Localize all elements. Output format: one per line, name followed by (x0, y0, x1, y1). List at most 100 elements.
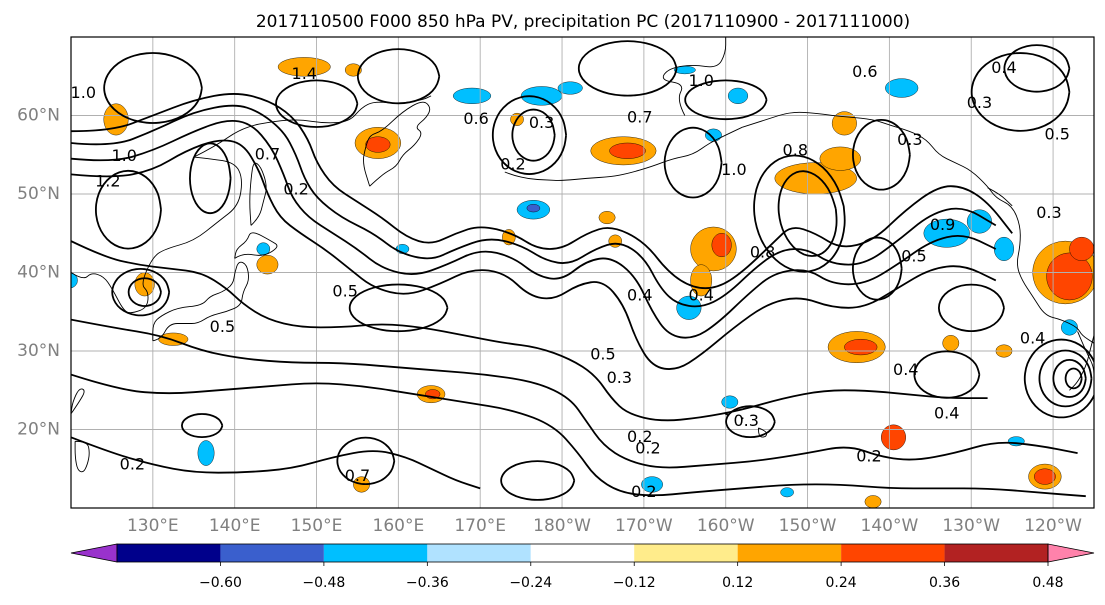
lon-tick-label: 180°W (533, 516, 591, 536)
contour-label: 0.5 (1044, 125, 1069, 144)
contour-label: 0.4 (893, 360, 918, 379)
contour-label: 0.3 (967, 93, 992, 112)
contour-label: 1.4 (292, 64, 317, 83)
colorbar-segment (634, 544, 738, 562)
pv-contour-line (500, 460, 576, 501)
contour-label: 0.4 (688, 286, 713, 305)
contour-label: 0.2 (627, 427, 652, 446)
pv-contour-line (852, 236, 903, 301)
lon-tick-label: 150°W (779, 516, 837, 536)
precip-shade-blue (71, 272, 78, 289)
pv-contour-line (1052, 358, 1087, 398)
contour-label: 0.6 (463, 109, 488, 128)
lon-tick-label: 140°W (861, 516, 919, 536)
coastline (758, 427, 768, 438)
precip-shade-blue (1061, 319, 1078, 336)
colorbar-tick-label: 0.36 (929, 575, 960, 591)
colorbar-frame (116, 543, 1049, 563)
precip-shade-blue (452, 87, 492, 104)
pv-contour-line (71, 104, 997, 308)
precip-shade-orange (608, 234, 622, 248)
precip-shade-orange (256, 255, 279, 275)
lat-tick-label: 40°N (17, 263, 60, 283)
precip-shade-orange (819, 146, 861, 171)
coastline (249, 162, 267, 226)
pv-contour-line (777, 170, 838, 257)
precip-shade-blue (721, 395, 739, 409)
contour-label: 1.0 (688, 71, 713, 90)
lon-tick-label: 160°E (373, 516, 425, 536)
lon-tick-label: 140°E (209, 516, 261, 536)
precip-shade-orange (864, 495, 882, 508)
contour-label: 1.2 (95, 172, 120, 191)
pv-contour-line (577, 40, 678, 97)
colorbar-segment (117, 544, 221, 562)
contour-label: 0.9 (930, 215, 955, 234)
contour-label: 1.0 (71, 83, 96, 102)
colorbar-tick-label: −0.60 (199, 575, 242, 591)
coastline (740, 417, 744, 420)
contour-label: 0.8 (750, 242, 775, 261)
contour-label: 0.2 (631, 482, 656, 501)
lon-tick-label: 170°E (454, 516, 506, 536)
contour-label: 0.4 (934, 403, 959, 422)
lat-tick-label: 50°N (17, 184, 60, 204)
pv-contour-line (753, 154, 846, 273)
longitude-tick-labels: 130°E 140°E 150°E 160°E 170°E 180°W 170°W 160°W… (127, 516, 1082, 536)
colorbar-tick-label: −0.12 (613, 575, 656, 591)
coastline (504, 126, 743, 181)
precip-shade-darkblue (526, 204, 541, 213)
lon-tick-label: 130°W (942, 516, 1000, 536)
contour-label: 0.2 (120, 454, 145, 473)
coastline (987, 187, 1013, 207)
pv-contour-line (127, 277, 162, 307)
pv-contour-line (491, 95, 567, 175)
precip-shade-red (365, 136, 391, 153)
map-title: 2017110500 F000 850 hPa PV, precipitatio… (256, 12, 910, 32)
colorbar-segment (737, 544, 842, 562)
pv-contour-line (275, 79, 359, 128)
precip-shade-blue (557, 81, 583, 95)
precip-shade-blue (197, 440, 215, 466)
precip-shade-red (1046, 252, 1093, 301)
contour-label: 0.4 (1020, 329, 1045, 348)
lat-tick-label: 20°N (17, 420, 60, 440)
contour-label: 0.5 (332, 282, 357, 301)
contour-label: 0.7 (627, 107, 652, 126)
contour-label: 0.6 (852, 62, 877, 81)
contour-label: 0.3 (1036, 203, 1061, 222)
map-frame (70, 36, 1095, 509)
contour-label: 1.0 (721, 160, 746, 179)
pv-contour-line (684, 79, 768, 121)
lon-tick-label: 170°W (615, 516, 673, 536)
pv-contour-line (970, 52, 1071, 132)
colorbar-segment (220, 544, 324, 562)
pv-contour-line (189, 142, 232, 215)
pv-contour-line (71, 318, 1078, 469)
precip-shade-blue (727, 87, 749, 104)
coastline (662, 37, 727, 116)
pv-contour-line (1038, 349, 1093, 408)
colorbar-tick-label: −0.24 (509, 575, 552, 591)
pv-contour-line (852, 118, 911, 191)
precip-shade-red (609, 142, 646, 159)
pv-contour-line (95, 169, 162, 250)
contour-label: 0.3 (607, 368, 632, 387)
pv-contour-line (1064, 367, 1083, 390)
contour-label: 0.3 (733, 411, 758, 430)
contour-label: 0.4 (991, 58, 1016, 77)
lon-tick-label: 120°W (1024, 516, 1082, 536)
precip-shade-blue (676, 295, 702, 320)
lon-tick-label: 130°E (127, 516, 179, 536)
pv-contour-line (356, 48, 441, 105)
lon-tick-label: 160°W (697, 516, 755, 536)
pv-contour-line (938, 283, 1005, 332)
pv-contour-line (71, 240, 988, 422)
coastline (363, 101, 431, 187)
pv-contours (71, 40, 1094, 501)
lat-tick-label: 60°N (17, 106, 60, 126)
pv-contour-line (663, 126, 723, 199)
colorbar-tick-label: −0.48 (302, 575, 345, 591)
